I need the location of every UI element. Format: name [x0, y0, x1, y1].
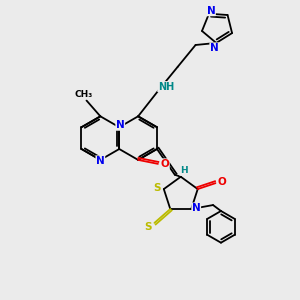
- Text: O: O: [160, 159, 169, 169]
- Text: N: N: [210, 43, 219, 53]
- Text: S: S: [153, 183, 160, 193]
- Text: CH₃: CH₃: [74, 90, 93, 99]
- Text: N: N: [96, 156, 105, 166]
- Text: O: O: [217, 177, 226, 187]
- Text: H: H: [180, 166, 188, 175]
- Text: N: N: [207, 6, 215, 16]
- Text: S: S: [145, 222, 152, 232]
- Text: N: N: [116, 120, 124, 130]
- Text: NH: NH: [158, 82, 174, 92]
- Text: N: N: [192, 203, 201, 213]
